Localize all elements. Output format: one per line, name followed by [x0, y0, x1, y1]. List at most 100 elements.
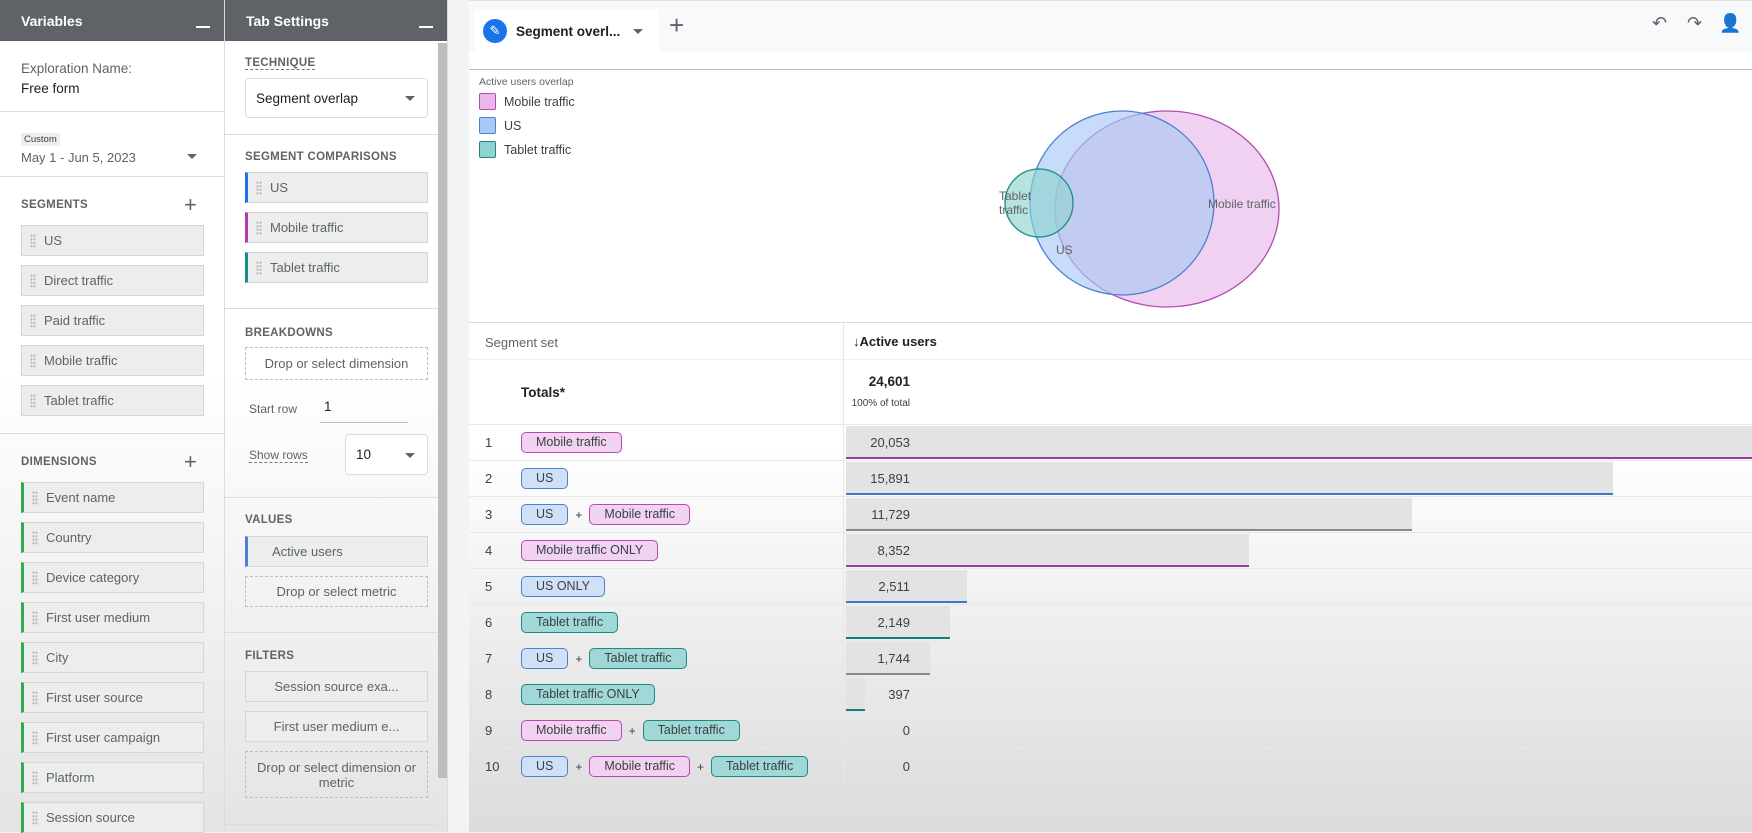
row-number: 2: [485, 471, 493, 486]
segment-label: Direct traffic: [44, 273, 114, 288]
dimension-label: Event name: [46, 490, 116, 505]
table-row[interactable]: 9 Mobile traffic + Tablet traffic 0: [469, 712, 1752, 748]
exploration-name[interactable]: Free form: [21, 81, 80, 96]
segment-comparison-item[interactable]: US: [245, 172, 428, 203]
dimension-item[interactable]: First user source: [21, 682, 204, 713]
drag-handle-icon[interactable]: [32, 691, 38, 705]
table-row[interactable]: 1 Mobile traffic 20,053: [469, 424, 1752, 460]
undo-icon[interactable]: ↶: [1652, 13, 1668, 33]
segment-item[interactable]: US: [21, 225, 204, 256]
dimension-item[interactable]: Event name: [21, 482, 204, 513]
filter-chip[interactable]: Session source exa...: [245, 671, 428, 702]
show-rows-select[interactable]: 10: [345, 434, 428, 475]
segments-heading: SEGMENTS: [21, 199, 88, 211]
dimension-label: Platform: [46, 770, 95, 785]
segment-set: Mobile traffic + Tablet traffic: [521, 720, 740, 741]
chevron-down-icon[interactable]: [633, 29, 643, 34]
dimension-item[interactable]: Device category: [21, 562, 204, 593]
segment-item[interactable]: Paid traffic: [21, 305, 204, 336]
drag-handle-icon[interactable]: [32, 611, 38, 625]
value-bar: [846, 462, 1614, 495]
redo-icon[interactable]: ↷: [1687, 13, 1703, 33]
drag-handle-icon[interactable]: [30, 234, 36, 248]
technique-label: TECHNIQUE: [245, 57, 316, 70]
row-number: 1: [485, 435, 493, 450]
date-range-picker[interactable]: May 1 - Jun 5, 2023: [21, 150, 136, 165]
dimension-item[interactable]: First user campaign: [21, 722, 204, 753]
segment-comparison-item[interactable]: Mobile traffic: [245, 212, 428, 243]
drag-handle-icon[interactable]: [32, 811, 38, 825]
segment-item[interactable]: Mobile traffic: [21, 345, 204, 376]
table-row[interactable]: 6 Tablet traffic 2,149: [469, 604, 1752, 640]
drag-handle-icon[interactable]: [32, 491, 38, 505]
minimize-icon[interactable]: [419, 26, 433, 28]
drag-handle-icon[interactable]: [256, 181, 262, 195]
add-dimension-icon[interactable]: +: [184, 449, 197, 474]
filter-chip[interactable]: First user medium e...: [245, 711, 428, 742]
drag-handle-icon[interactable]: [32, 531, 38, 545]
table-row[interactable]: 10 US + Mobile traffic + Tablet traffic 0: [469, 748, 1752, 784]
show-rows-label: Show rows: [249, 448, 308, 463]
segment-label: US: [44, 233, 63, 248]
table-row[interactable]: 7 US + Tablet traffic 1,744: [469, 640, 1752, 676]
dimension-item[interactable]: Country: [21, 522, 204, 553]
drag-handle-icon[interactable]: [30, 314, 36, 328]
chevron-down-icon[interactable]: [187, 154, 197, 159]
value-bar: [846, 678, 866, 711]
tab-segment-overlap[interactable]: ✎ Segment overl...: [475, 10, 659, 52]
column-header-active-users[interactable]: ↓Active users: [853, 334, 937, 349]
dimension-item[interactable]: First user medium: [21, 602, 204, 633]
segment-item[interactable]: Tablet traffic: [21, 385, 204, 416]
value-chip-active-users[interactable]: Active users: [245, 536, 428, 567]
add-segment-icon[interactable]: +: [184, 192, 197, 217]
segment-label: Paid traffic: [44, 313, 106, 328]
row-number: 8: [485, 687, 493, 702]
minimize-icon[interactable]: [196, 26, 210, 28]
table-row[interactable]: 4 Mobile traffic ONLY 8,352: [469, 532, 1752, 568]
drag-handle-icon[interactable]: [30, 394, 36, 408]
row-value: 11,729: [871, 507, 910, 522]
segment-label: Mobile traffic: [44, 353, 118, 368]
drag-handle-icon[interactable]: [256, 221, 262, 235]
scrollbar[interactable]: [438, 43, 447, 778]
dimension-item[interactable]: Platform: [21, 762, 204, 793]
drag-handle-icon[interactable]: [32, 771, 38, 785]
tab-settings-panel: Tab Settings TECHNIQUE Segment overlap S…: [225, 0, 448, 832]
segment-set: US + Mobile traffic: [521, 504, 691, 525]
technique-select[interactable]: Segment overlap: [245, 78, 428, 118]
drag-handle-icon[interactable]: [256, 261, 262, 275]
table-row[interactable]: 3 US + Mobile traffic 11,729: [469, 496, 1752, 532]
table-row[interactable]: 5 US ONLY 2,511: [469, 568, 1752, 604]
pencil-icon[interactable]: ✎: [483, 19, 507, 43]
drag-handle-icon[interactable]: [30, 274, 36, 288]
breakdown-dropzone[interactable]: Drop or select dimension: [245, 347, 428, 380]
values-label: VALUES: [245, 514, 293, 526]
drag-handle-icon[interactable]: [30, 354, 36, 368]
segment-tag: US: [521, 756, 569, 777]
value-bar: [846, 498, 1413, 531]
table-row[interactable]: 2 US 15,891: [469, 460, 1752, 496]
segment-tag: Tablet traffic: [589, 648, 687, 669]
start-row-input[interactable]: 1: [320, 399, 408, 423]
tab-bar: [469, 0, 1752, 52]
metric-dropzone[interactable]: Drop or select metric: [245, 576, 428, 607]
column-header-segment-set: Segment set: [485, 335, 558, 350]
segment-tag: US ONLY: [521, 576, 605, 597]
totals-value: 24,601: [868, 374, 910, 389]
filter-dropzone[interactable]: Drop or select dimension or metric: [245, 751, 428, 798]
legend-label: US: [504, 118, 522, 133]
segment-comparison-item[interactable]: Tablet traffic: [245, 252, 428, 283]
segment-comparison-label: US: [270, 180, 289, 195]
share-user-icon[interactable]: 👤: [1719, 13, 1742, 33]
dimension-item[interactable]: Session source: [21, 802, 204, 833]
add-tab-icon[interactable]: +: [669, 10, 685, 40]
table-row[interactable]: 8 Tablet traffic ONLY 397: [469, 676, 1752, 712]
drag-handle-icon[interactable]: [32, 651, 38, 665]
drag-handle-icon[interactable]: [32, 571, 38, 585]
segment-item[interactable]: Direct traffic: [21, 265, 204, 296]
drag-handle-icon[interactable]: [32, 731, 38, 745]
row-value: 0: [902, 723, 910, 738]
plus-sign: +: [575, 651, 583, 666]
segment-tag: US: [521, 504, 569, 525]
dimension-item[interactable]: City: [21, 642, 204, 673]
